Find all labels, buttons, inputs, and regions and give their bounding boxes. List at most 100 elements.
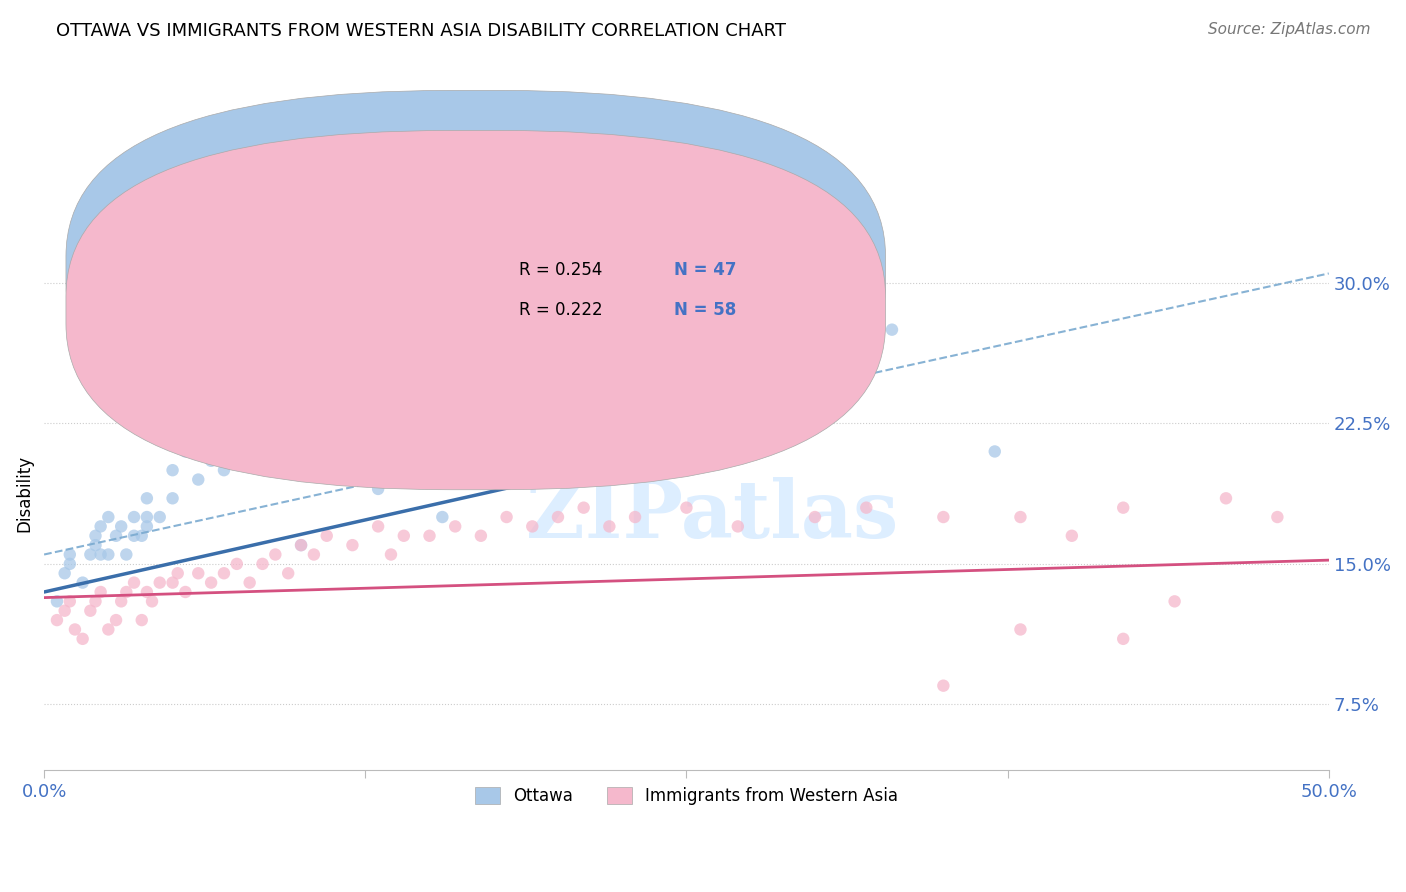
Point (59, 548, 82, 562)
Text: N = 58: N = 58 (673, 301, 735, 319)
Point (72, 632, 94, 646)
Point (239, 575, 262, 590)
Point (84, 529, 107, 543)
Point (624, 510, 647, 524)
Point (804, 510, 827, 524)
Point (432, 510, 454, 524)
Point (97, 510, 120, 524)
Point (392, 473, 415, 487)
Point (84, 594, 107, 608)
FancyBboxPatch shape (66, 90, 886, 450)
Text: R = 0.254: R = 0.254 (519, 261, 603, 279)
Point (122, 575, 145, 590)
Point (110, 594, 132, 608)
Text: OTTAWA VS IMMIGRANTS FROM WESTERN ASIA DISABILITY CORRELATION CHART: OTTAWA VS IMMIGRANTS FROM WESTERN ASIA D… (56, 22, 786, 40)
Point (804, 332, 827, 346)
Point (752, 304, 775, 318)
Legend: Ottawa, Immigrants from Western Asia: Ottawa, Immigrants from Western Asia (468, 780, 904, 812)
Point (72, 575, 94, 590)
Point (122, 510, 145, 524)
Point (122, 529, 145, 543)
Text: R = 0.222: R = 0.222 (519, 301, 603, 319)
Point (315, 425, 337, 440)
Point (149, 510, 172, 524)
Point (239, 454, 262, 468)
Point (90, 585, 112, 599)
Point (1112, 632, 1135, 646)
Point (200, 575, 222, 590)
Point (59, 557, 82, 571)
Point (855, 500, 877, 515)
Point (932, 679, 955, 693)
Y-axis label: Disability: Disability (15, 455, 32, 533)
Point (135, 510, 157, 524)
Point (225, 444, 247, 458)
Point (79, 604, 101, 618)
Point (90, 548, 112, 562)
Point (187, 473, 209, 487)
Point (342, 538, 364, 552)
FancyBboxPatch shape (429, 248, 834, 334)
Point (264, 444, 287, 458)
Point (598, 304, 620, 318)
Point (932, 510, 955, 524)
Point (135, 491, 157, 506)
Point (380, 548, 402, 562)
Point (302, 548, 325, 562)
Point (174, 585, 197, 599)
Point (290, 538, 312, 552)
Point (46, 613, 69, 627)
FancyBboxPatch shape (66, 130, 886, 490)
Point (444, 435, 467, 450)
Point (1215, 491, 1237, 506)
Point (110, 519, 132, 533)
Point (495, 510, 517, 524)
Point (135, 585, 157, 599)
Point (174, 444, 197, 458)
Point (392, 529, 415, 543)
Point (572, 500, 595, 515)
Point (59, 594, 82, 608)
Point (162, 463, 184, 477)
Point (141, 594, 163, 608)
Point (522, 519, 544, 533)
Point (547, 369, 569, 384)
Point (97, 623, 120, 637)
Point (1112, 500, 1135, 515)
Point (342, 444, 364, 458)
Point (1267, 510, 1289, 524)
Point (90, 519, 112, 533)
Point (53, 566, 76, 581)
Point (115, 585, 138, 599)
Point (880, 323, 903, 337)
Point (367, 482, 389, 496)
Point (1060, 529, 1083, 543)
Point (166, 566, 188, 581)
Point (252, 557, 274, 571)
Point (187, 566, 209, 581)
Point (162, 491, 184, 506)
Point (727, 519, 749, 533)
Point (598, 519, 620, 533)
Point (131, 613, 153, 627)
Point (1010, 623, 1032, 637)
Point (84, 538, 107, 552)
Point (264, 548, 287, 562)
Point (984, 444, 1007, 458)
Point (290, 538, 312, 552)
Point (252, 435, 274, 450)
Point (547, 510, 569, 524)
Point (470, 529, 492, 543)
Point (675, 500, 697, 515)
Point (1010, 510, 1032, 524)
Point (131, 529, 153, 543)
Point (315, 529, 337, 543)
Point (200, 454, 222, 468)
Point (149, 575, 172, 590)
Point (53, 604, 76, 618)
Point (290, 435, 312, 450)
Point (675, 304, 697, 318)
Point (444, 519, 467, 533)
Text: Source: ZipAtlas.com: Source: ZipAtlas.com (1208, 22, 1371, 37)
Point (79, 548, 101, 562)
